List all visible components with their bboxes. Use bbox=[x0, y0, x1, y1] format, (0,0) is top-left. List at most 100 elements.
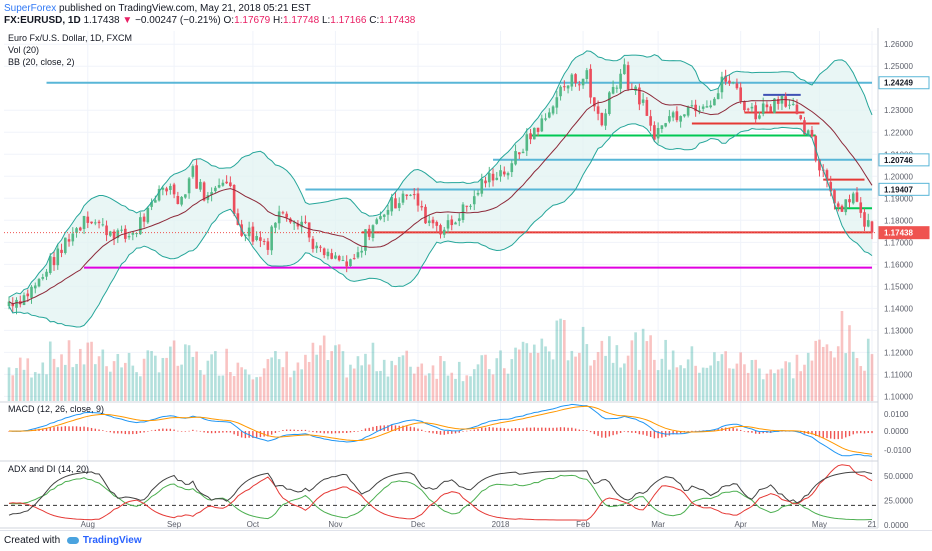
volume-bar bbox=[93, 364, 97, 401]
macd-histogram-bar bbox=[184, 431, 187, 432]
macd-histogram-bar bbox=[728, 427, 731, 431]
down-arrow-icon: ▼ bbox=[122, 15, 133, 26]
volume-bar bbox=[765, 373, 769, 401]
macd-histogram-bar bbox=[293, 429, 295, 431]
candle-body bbox=[454, 222, 457, 225]
price-tick-label: 1.13000 bbox=[884, 326, 913, 335]
candle-body bbox=[540, 118, 544, 132]
candle-body bbox=[743, 101, 746, 111]
bollinger-basis bbox=[8, 89, 873, 305]
candle-body bbox=[412, 194, 416, 196]
candle-body bbox=[773, 98, 776, 114]
price-chart[interactable]: 1.260001.250001.230001.220001.210001.200… bbox=[0, 28, 932, 530]
macd-histogram-bar bbox=[173, 429, 175, 431]
volume-bar bbox=[397, 356, 401, 401]
legend-macd: MACD (12, 26, close, 9) bbox=[8, 404, 104, 414]
volume-bar bbox=[154, 355, 157, 401]
candle-body bbox=[840, 205, 844, 212]
candle-body bbox=[105, 225, 108, 236]
volume-bar bbox=[225, 348, 228, 401]
volume-bar bbox=[563, 320, 566, 401]
macd-histogram-bar bbox=[120, 431, 123, 434]
candle-body bbox=[784, 96, 788, 107]
candle-body bbox=[120, 229, 123, 231]
candle-body bbox=[739, 87, 742, 102]
candle-body bbox=[165, 188, 168, 192]
macd-histogram-bar bbox=[357, 430, 359, 432]
volume-bar bbox=[11, 375, 15, 401]
candle-body bbox=[135, 233, 138, 235]
candle-body bbox=[221, 182, 225, 186]
macd-histogram-bar bbox=[49, 427, 51, 431]
volume-bar bbox=[551, 359, 555, 401]
volume-bar bbox=[578, 352, 581, 401]
candle-body bbox=[495, 177, 499, 180]
candle-body bbox=[315, 245, 318, 249]
macd-histogram-bar bbox=[567, 427, 569, 431]
macd-histogram-bar bbox=[713, 429, 716, 431]
candle-body bbox=[668, 116, 671, 122]
macd-histogram-bar bbox=[439, 431, 442, 435]
candle-body bbox=[510, 163, 514, 173]
volume-bar bbox=[146, 350, 150, 401]
candle-body bbox=[217, 185, 221, 188]
volume-bar bbox=[390, 360, 394, 401]
price-tick-label: 1.19000 bbox=[884, 194, 913, 203]
macd-histogram-bar bbox=[158, 428, 160, 431]
time-tick-label: Sep bbox=[167, 520, 182, 529]
macd-histogram-bar bbox=[413, 427, 415, 431]
volume-bar bbox=[664, 339, 667, 401]
macd-histogram-bar bbox=[552, 427, 554, 431]
macd-histogram-bar bbox=[556, 427, 558, 431]
tradingview-logo[interactable]: TradingView bbox=[82, 535, 142, 546]
last-price-label-bg bbox=[878, 226, 930, 240]
volume-bar bbox=[232, 376, 236, 401]
volume-bar bbox=[187, 345, 191, 401]
volume-bar bbox=[127, 352, 131, 401]
volume-bar bbox=[56, 367, 60, 401]
macd-histogram-bar bbox=[308, 430, 310, 432]
volume-bar bbox=[266, 359, 270, 401]
candle-body bbox=[608, 92, 611, 114]
volume-bar bbox=[649, 335, 652, 401]
volume-bar bbox=[698, 372, 701, 401]
volume-bar bbox=[626, 355, 630, 401]
macd-histogram-bar bbox=[589, 431, 592, 433]
level-price-label: 1.20746 bbox=[884, 156, 913, 165]
candle-body bbox=[596, 106, 600, 114]
macd-histogram-bar bbox=[447, 431, 449, 435]
level-label-bg bbox=[878, 153, 930, 167]
volume-bar bbox=[476, 364, 480, 401]
candle-body bbox=[536, 127, 540, 132]
macd-histogram-bar bbox=[736, 428, 738, 431]
created-with-text: Created with bbox=[4, 535, 61, 546]
macd-histogram-bar bbox=[199, 430, 202, 432]
candle-body bbox=[116, 230, 120, 239]
macd-histogram-bar bbox=[83, 426, 85, 431]
macd-histogram-bar bbox=[811, 431, 813, 435]
volume-bar bbox=[341, 351, 345, 401]
macd-histogram-bar bbox=[139, 431, 142, 433]
macd-histogram-bar bbox=[349, 431, 352, 433]
candle-body bbox=[806, 130, 810, 135]
candle-body bbox=[435, 221, 439, 226]
publisher-name[interactable]: SuperForex bbox=[4, 3, 57, 14]
candle-body bbox=[675, 111, 679, 121]
adx-tick-label: 0.0000 bbox=[884, 521, 909, 530]
candle-body bbox=[604, 113, 607, 126]
volume-bar bbox=[615, 345, 619, 401]
macd-histogram-bar bbox=[180, 431, 183, 432]
candle-body bbox=[30, 286, 33, 298]
volume-bar bbox=[424, 375, 427, 401]
candle-body bbox=[382, 214, 386, 217]
price-tick-label: 1.18000 bbox=[884, 216, 913, 225]
candle-body bbox=[581, 78, 585, 86]
created-with: Created with TradingView bbox=[4, 535, 142, 546]
candle-body bbox=[322, 248, 326, 256]
macd-histogram-bar bbox=[496, 427, 498, 431]
candle-body bbox=[277, 211, 281, 224]
candle-body bbox=[870, 221, 874, 233]
bollinger-lower bbox=[8, 123, 873, 328]
legend-adx: ADX and DI (14, 20) bbox=[8, 464, 89, 474]
volume-bar bbox=[724, 351, 727, 401]
